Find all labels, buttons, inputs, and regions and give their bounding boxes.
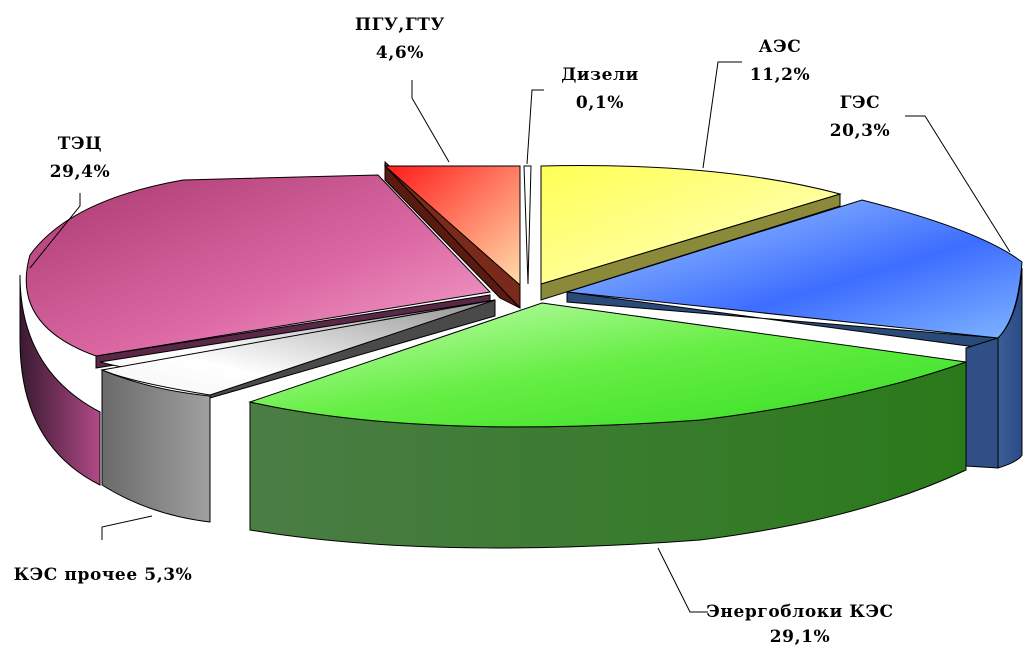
label-diesel-value: 0,1% <box>576 93 624 113</box>
slice-diesel <box>523 165 532 285</box>
label-pgu-name: ПГУ,ГТУ <box>355 15 445 35</box>
slice-side-tec <box>19 274 101 486</box>
label-ges-name: ГЭС <box>840 93 881 113</box>
label-energo-value: 29,1% <box>770 627 831 647</box>
leader-aes <box>702 61 742 169</box>
leader-ges <box>905 115 1011 253</box>
leader-pgu <box>411 80 450 163</box>
label-ges-value: 20,3% <box>830 121 891 141</box>
leader-tec <box>29 193 81 269</box>
slice-radial-pgu-2 <box>384 164 521 309</box>
leader-diesel <box>526 89 544 165</box>
label-kes: КЭС прочее 5,3% <box>14 565 193 585</box>
slice-side-kes <box>101 369 211 523</box>
label-aes-name: АЭС <box>759 37 802 57</box>
label-aes-value: 11,2% <box>750 65 811 85</box>
label-energo-name: Энергоблоки КЭС <box>706 602 893 622</box>
label-tec-value: 29,4% <box>50 162 111 182</box>
label-pgu-value: 4,6% <box>376 43 424 63</box>
slice-aes <box>540 165 842 285</box>
slice-pgu <box>383 165 521 287</box>
slice-side-ges-2 <box>965 337 999 469</box>
label-diesel-name: Дизели <box>561 65 639 85</box>
leader-kes <box>101 515 153 540</box>
label-tec-name: ТЭЦ <box>58 134 102 154</box>
slice-energo <box>248 302 967 428</box>
slice-ges <box>566 199 1023 339</box>
slice-tec <box>25 174 492 357</box>
leader-energo <box>657 547 708 613</box>
